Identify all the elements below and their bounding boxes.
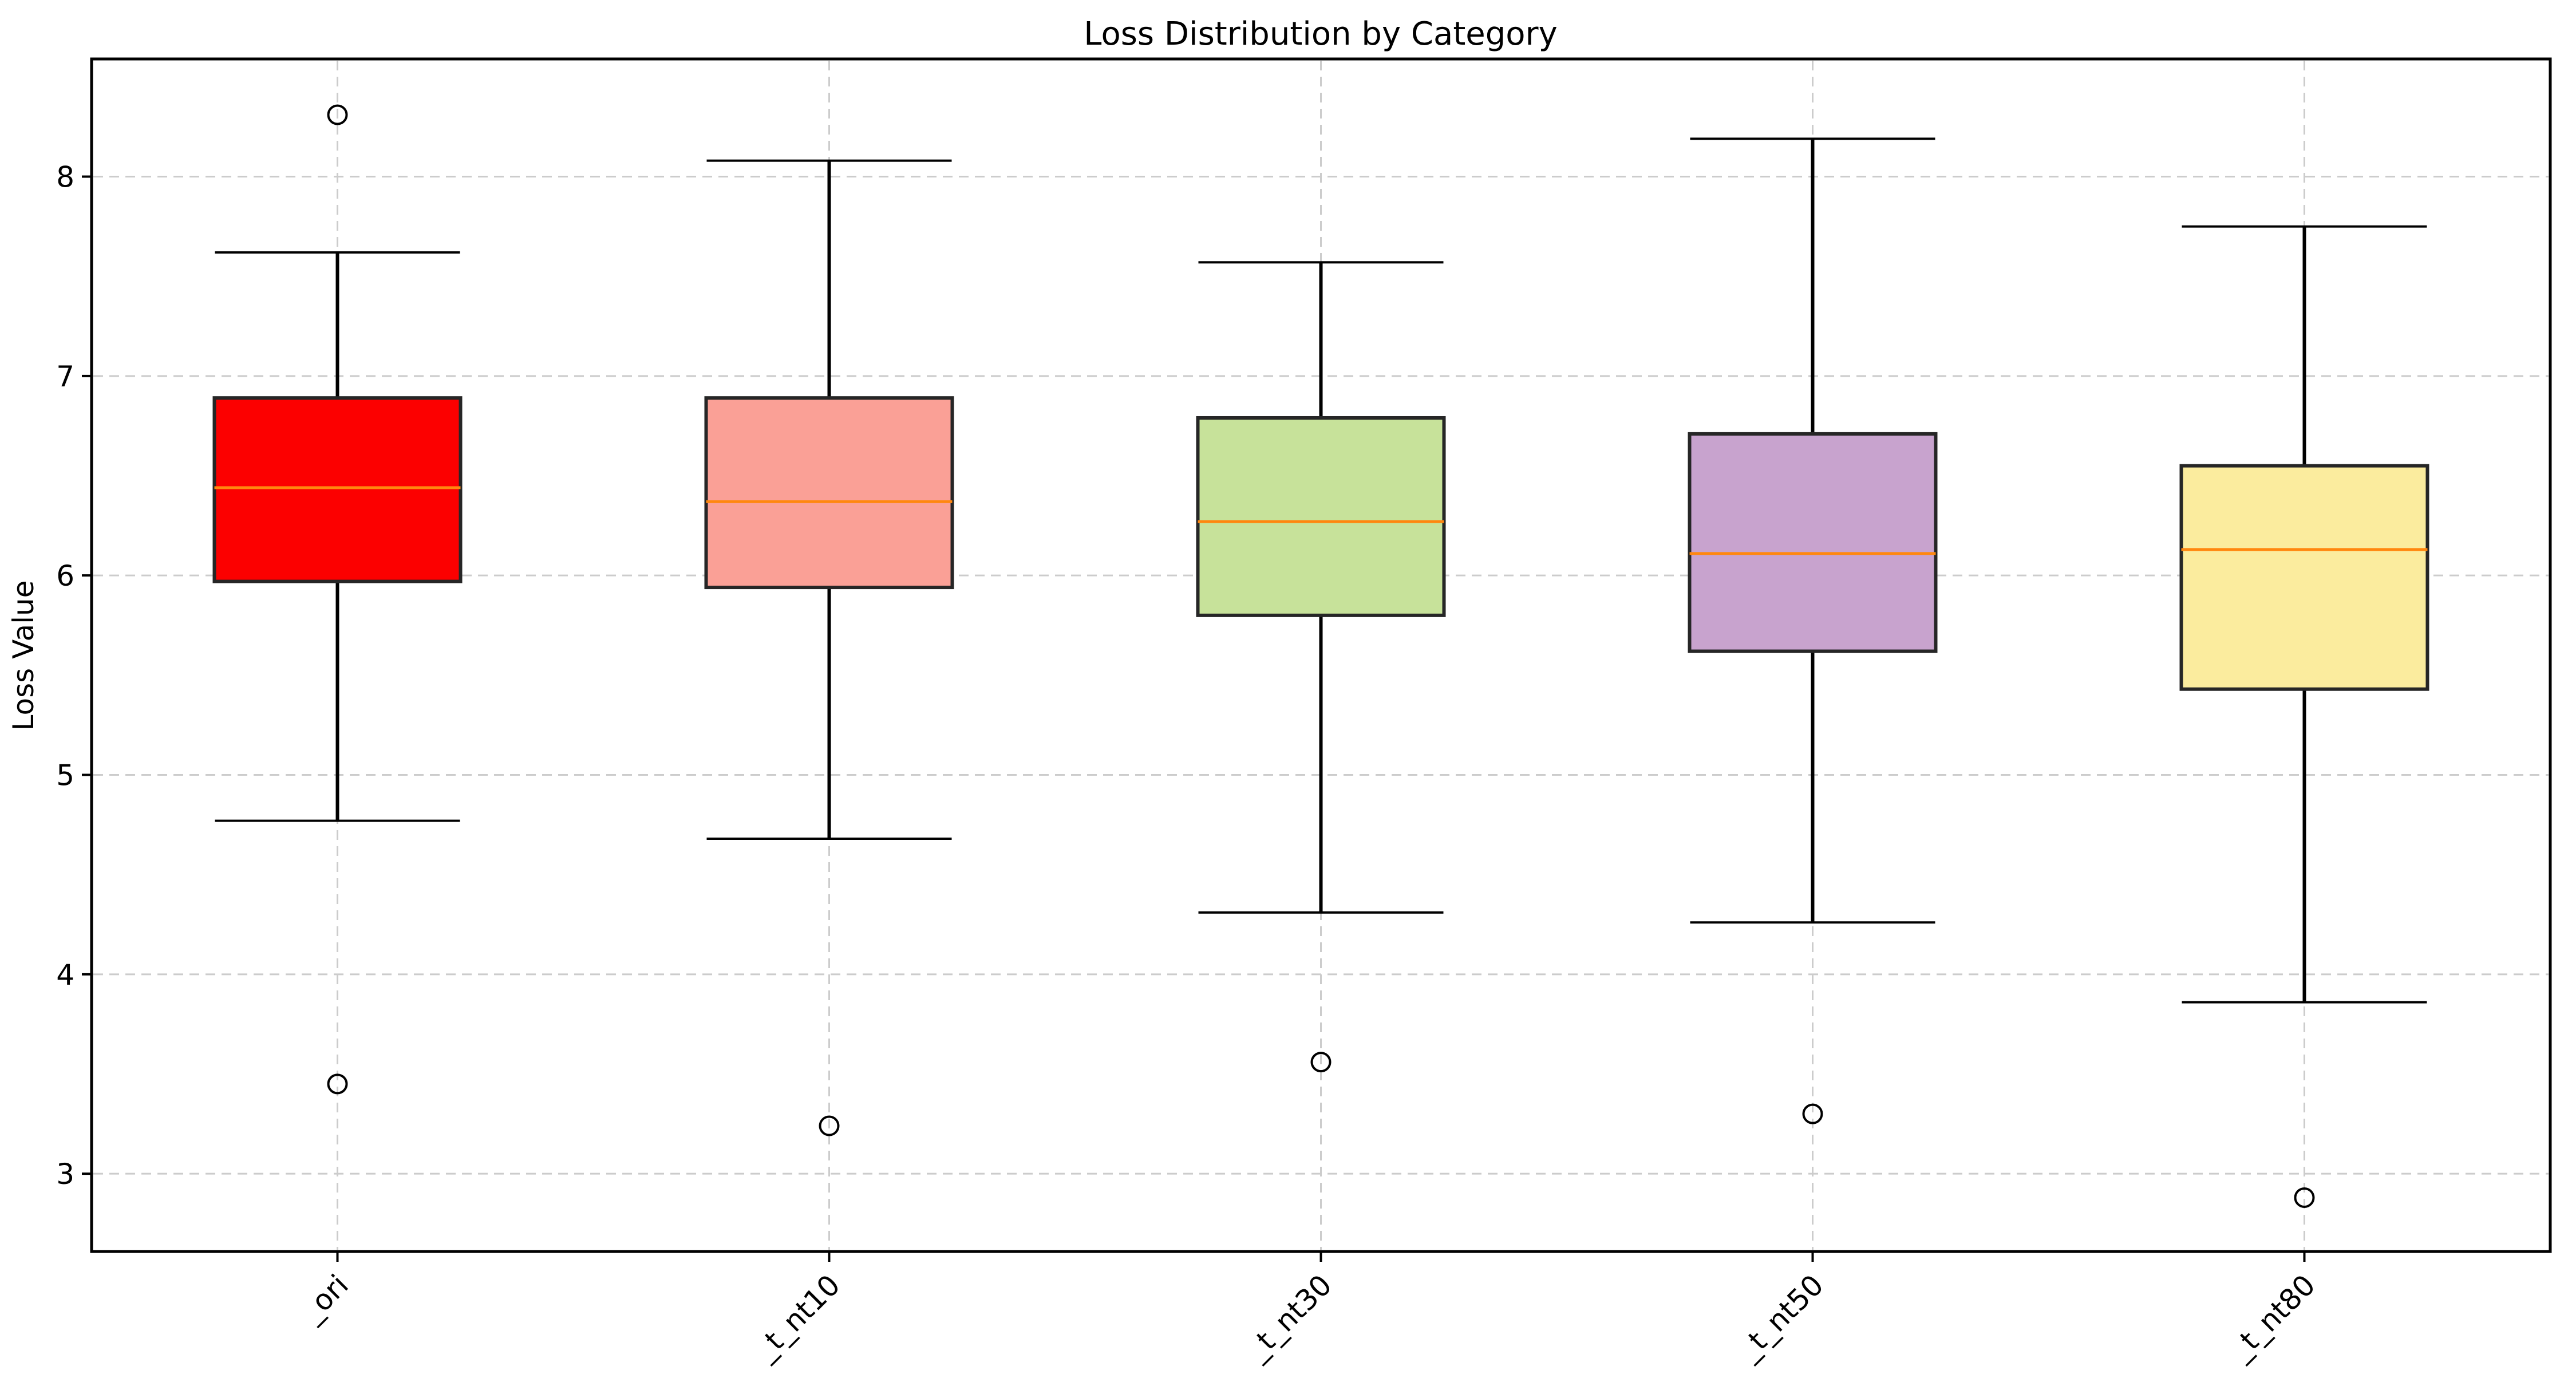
y-tick-label: 3 bbox=[56, 1158, 74, 1191]
outlier-marker bbox=[1802, 1103, 1823, 1124]
iqr-box bbox=[1196, 416, 1446, 617]
x-tick-label: _t_nt50 bbox=[1732, 1268, 1830, 1367]
x-tick-label: _ori bbox=[295, 1268, 355, 1328]
boxes-layer bbox=[212, 104, 2429, 1208]
outlier-marker bbox=[1310, 1052, 1332, 1073]
box-group-_ori bbox=[212, 104, 463, 1095]
y-axis-ticks: 3 4 5 6 7 8 bbox=[56, 161, 92, 1191]
x-tick-label: _t_nt80 bbox=[2223, 1268, 2322, 1367]
box-group-_t_nt80 bbox=[2179, 225, 2429, 1208]
outlier-marker bbox=[327, 1073, 348, 1095]
box-group-_t_nt10 bbox=[704, 159, 954, 1136]
y-tick-label: 5 bbox=[56, 759, 74, 792]
outlier-marker bbox=[819, 1115, 840, 1136]
box-group-_t_nt50 bbox=[1688, 137, 1938, 1124]
x-tick-label: _t_nt10 bbox=[748, 1268, 847, 1367]
y-axis-label: Loss Value bbox=[7, 581, 40, 731]
iqr-box bbox=[704, 396, 954, 590]
y-tick-label: 4 bbox=[56, 958, 74, 992]
y-tick-label: 7 bbox=[56, 360, 74, 393]
iqr-box bbox=[1688, 432, 1938, 653]
chart-title: Loss Distribution by Category bbox=[1084, 15, 1557, 53]
iqr-box bbox=[212, 396, 463, 583]
box-group-_t_nt30 bbox=[1196, 261, 1446, 1073]
x-axis-ticks: _ori _t_nt10 _t_nt30 _t_nt50 _t_nt80 bbox=[295, 1251, 2322, 1367]
outlier-marker bbox=[2294, 1187, 2315, 1208]
x-tick-label: _t_nt30 bbox=[1240, 1268, 1338, 1367]
outlier-marker bbox=[327, 104, 348, 125]
y-tick-label: 6 bbox=[56, 559, 74, 593]
iqr-box bbox=[2179, 464, 2429, 691]
y-tick-label: 8 bbox=[56, 161, 74, 194]
